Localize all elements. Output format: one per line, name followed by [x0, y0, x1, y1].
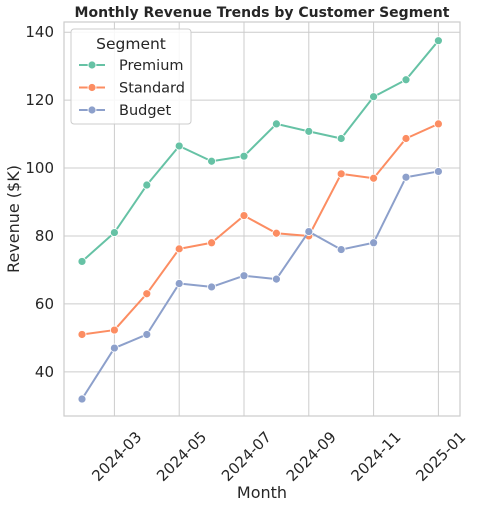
x-tick-label: 2024-03 — [88, 428, 145, 485]
legend-label-standard: Standard — [119, 81, 185, 97]
data-point-premium — [142, 180, 152, 190]
series-line-budget — [81, 170, 439, 400]
y-tick-label: 40 — [35, 363, 54, 381]
data-point-premium — [433, 36, 443, 46]
data-point-budget — [304, 227, 314, 236]
data-point-premium — [401, 75, 411, 85]
data-point-premium — [336, 134, 346, 143]
x-tick-label: 2024-05 — [153, 428, 210, 485]
legend-swatch-marker-premium — [87, 60, 97, 70]
x-tick-label: 2024-07 — [218, 428, 275, 485]
data-point-budget — [207, 282, 217, 292]
data-point-standard — [110, 325, 119, 335]
legend-swatch-marker-standard — [87, 83, 97, 92]
legend-title: Segment — [96, 35, 166, 53]
y-tick-label: 140 — [25, 23, 54, 41]
data-point-budget — [142, 330, 152, 339]
legend-box — [70, 28, 192, 125]
data-point-premium — [110, 228, 119, 237]
legend-items: Premium Standard Budget — [79, 58, 185, 119]
data-point-premium — [77, 257, 87, 266]
x-tick-label: 2024-09 — [283, 428, 340, 485]
data-point-budget — [433, 167, 443, 176]
chart-title: Monthly Revenue Trends by Customer Segme… — [75, 5, 450, 21]
data-point-standard — [369, 173, 379, 183]
y-tick-label: 100 — [25, 159, 54, 177]
data-point-standard — [142, 289, 152, 299]
data-point-budget — [110, 343, 119, 353]
data-point-standard — [336, 169, 346, 179]
x-tick-label: 2025-01 — [412, 428, 469, 485]
series-line-premium — [81, 40, 440, 263]
data-point-standard — [239, 211, 249, 221]
legend-swatch-marker-budget — [87, 105, 97, 115]
y-axis-ticks: 40 60 80 100 120 140 — [25, 23, 54, 381]
plot-frame — [63, 21, 461, 417]
y-tick-label: 80 — [35, 227, 54, 245]
data-point-premium — [207, 156, 217, 166]
y-tick-label: 60 — [35, 295, 54, 313]
data-point-budget — [401, 172, 411, 182]
data-point-budget — [336, 245, 346, 254]
data-point-budget — [239, 271, 249, 281]
x-tick-label: 2024-11 — [348, 428, 405, 485]
data-point-budget — [271, 274, 281, 284]
x-axis-label: Month — [237, 483, 287, 502]
data-point-premium — [304, 126, 314, 136]
data-point-budget — [77, 394, 87, 404]
data-point-standard — [174, 244, 184, 254]
data-point-standard — [207, 238, 217, 248]
x-axis-ticks: 2024-03 2024-05 2024-07 2024-09 2024-11 2025-… — [88, 428, 469, 485]
data-point-premium — [174, 141, 184, 151]
data-point-budget — [369, 238, 379, 248]
data-point-standard — [401, 134, 411, 143]
series-layer — [77, 36, 443, 404]
legend-label-premium: Premium — [119, 58, 184, 74]
data-point-standard — [271, 228, 281, 238]
y-axis-label: Revenue ($K) — [4, 165, 23, 273]
series-line-standard — [81, 122, 439, 336]
y-tick-label: 120 — [25, 91, 54, 109]
data-point-premium — [239, 151, 249, 161]
legend-label-budget: Budget — [119, 103, 171, 119]
data-point-budget — [174, 279, 184, 288]
legend: Segment Premium Standard Budget — [70, 28, 192, 125]
data-point-standard — [433, 119, 443, 129]
data-point-standard — [77, 330, 87, 339]
data-point-premium — [369, 92, 379, 102]
data-point-premium — [271, 119, 281, 129]
